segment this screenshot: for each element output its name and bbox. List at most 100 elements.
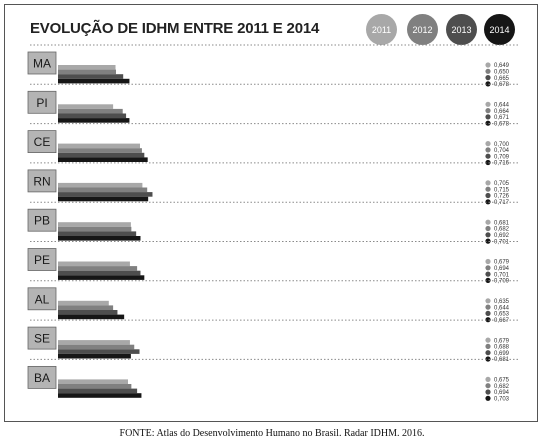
value-label: 0,709: [494, 154, 510, 160]
value-dot: [485, 271, 491, 277]
bar-pe-2011: [58, 261, 130, 267]
value-label: 0,709: [494, 279, 510, 285]
value-label: 0,704: [494, 148, 510, 154]
value-dot: [485, 343, 491, 349]
value-label: 0,701: [494, 239, 510, 245]
value-dot: [485, 101, 491, 107]
state-label-box: [27, 287, 57, 311]
value-label: 0,675: [494, 378, 510, 384]
value-dot: [485, 81, 491, 87]
value-label: 0,688: [494, 345, 510, 351]
bar-pe-2014: [58, 275, 145, 280]
bar-ba-2014: [58, 393, 142, 398]
bar-pb-2013: [58, 231, 137, 236]
value-label: 0,705: [494, 181, 510, 187]
bar-se-2014: [58, 353, 131, 359]
value-dot: [485, 68, 491, 74]
value-dot: [485, 108, 491, 114]
value-dot: [485, 141, 491, 147]
bar-pe-2013: [58, 270, 141, 276]
value-label: 0,667: [494, 318, 510, 324]
bar-al-2012: [58, 305, 114, 310]
value-label: 0,635: [494, 299, 510, 305]
bar-pi-2014: [58, 118, 130, 123]
state-label-box: [27, 326, 57, 350]
value-dot: [485, 75, 491, 81]
value-dot: [485, 277, 491, 283]
value-dot: [485, 219, 491, 225]
value-dot: [485, 180, 491, 186]
bar-ce-2013: [58, 152, 145, 158]
value-label: 0,682: [494, 384, 510, 390]
value-label: 0,701: [494, 272, 510, 278]
bar-ce-2014: [58, 157, 148, 162]
bar-ba-2011: [58, 379, 128, 384]
bar-al-2014: [58, 314, 125, 320]
state-label-box: [27, 248, 57, 271]
value-label: 0,694: [494, 390, 510, 396]
source-caption: FONTE: Atlas do Desenvolvimento Humano n…: [119, 428, 425, 439]
value-label: 0,653: [494, 312, 510, 318]
bar-ma-2012: [58, 69, 116, 75]
value-dot: [485, 304, 491, 310]
legend-2011: 2011: [366, 14, 397, 45]
value-label: 0,681: [494, 357, 510, 363]
value-dot: [485, 114, 491, 120]
bar-rn-2012: [58, 187, 148, 193]
bar-rn-2013: [58, 192, 153, 197]
value-dot: [485, 232, 491, 238]
state-label: RN: [33, 174, 50, 188]
value-dot: [485, 337, 491, 343]
value-label: 0,699: [494, 351, 510, 357]
state-label-box: [27, 169, 57, 193]
state-label-box: [27, 51, 57, 75]
value-label: 0,703: [494, 397, 510, 403]
bar-ba-2013: [58, 388, 138, 394]
value-label: 0,678: [494, 82, 510, 88]
value-dot: [485, 310, 491, 316]
legend-2012: 2012: [407, 14, 438, 45]
value-label: 0,681: [494, 220, 510, 226]
value-label: 0,678: [494, 121, 510, 127]
state-label-box: [27, 130, 57, 154]
value-dot: [485, 153, 491, 159]
value-dot: [485, 389, 491, 395]
bar-ma-2013: [58, 74, 124, 79]
value-dot: [485, 147, 491, 153]
state-label: SE: [34, 332, 50, 346]
value-dot: [485, 395, 491, 401]
value-label: 0,694: [494, 266, 510, 272]
bar-rn-2014: [58, 196, 149, 202]
chart-title: EVOLUÇÃO DE IDHM ENTRE 2011 E 2014: [30, 20, 320, 37]
value-label: 0,692: [494, 233, 510, 239]
value-dot: [485, 317, 491, 323]
value-label: 0,649: [494, 63, 510, 69]
state-label-box: [27, 365, 57, 389]
value-label: 0,644: [494, 103, 510, 109]
value-dot: [485, 225, 491, 232]
value-label: 0,700: [494, 142, 510, 148]
value-label: 0,650: [494, 70, 510, 76]
value-dot: [485, 356, 491, 362]
value-label: 0,671: [494, 115, 510, 121]
bar-ba-2012: [58, 384, 132, 389]
legend-2013: 2013: [446, 14, 477, 45]
value-label: 0,682: [494, 227, 510, 233]
state-label-box: [27, 208, 57, 232]
value-dot: [485, 238, 491, 244]
bar-se-2011: [58, 340, 130, 345]
value-label: 0,664: [494, 109, 510, 115]
value-label: 0,715: [494, 187, 510, 193]
value-dot: [485, 258, 491, 265]
bar-se-2013: [58, 349, 140, 354]
value-label: 0,726: [494, 194, 510, 200]
value-dot: [485, 192, 491, 199]
value-dot: [485, 298, 491, 304]
state-label: MA: [33, 57, 51, 71]
value-dot: [485, 120, 491, 126]
state-label: PB: [34, 214, 50, 228]
state-label: BA: [34, 371, 50, 385]
state-label: PE: [34, 253, 50, 267]
value-label: 0,679: [494, 260, 510, 266]
value-label: 0,717: [494, 200, 510, 206]
